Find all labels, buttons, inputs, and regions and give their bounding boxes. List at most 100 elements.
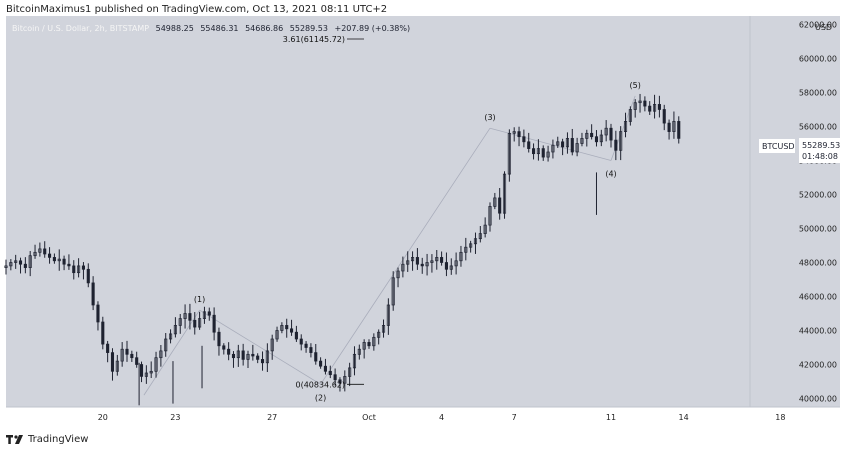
y-tick-label: 58000.00 [799,89,837,98]
candle-body [430,260,434,263]
y-tick-label: 56000.00 [799,123,837,132]
candle-body [498,197,502,214]
candle-body [110,352,115,372]
candle-body [464,246,468,253]
candle-body [372,336,376,347]
footer-brand[interactable]: TradingView [28,433,89,445]
candle-body [159,350,163,359]
x-tick-label: 14 [679,413,689,422]
candle-body [459,251,463,262]
y-tick-label: 40000.00 [799,395,837,404]
candle-body [101,321,105,345]
candle-body [222,345,226,350]
candle-body [328,370,332,376]
candle-body [67,263,71,267]
candle-body [309,347,313,353]
candle-body [294,331,298,340]
candle-body [9,262,13,267]
y-tick-label: 42000.00 [799,361,837,370]
wave-label: (1) [194,295,205,304]
candle-body [256,355,260,360]
candle-body [275,330,279,340]
ohlc-high: 55486.31 [200,24,239,33]
candle-body [212,314,216,333]
candle-body [551,144,555,153]
candle-body [106,343,110,353]
candle-body [381,325,386,333]
candle-body [590,132,594,138]
price-tag-ticker: BTCUSD [762,142,795,151]
candle-body [280,325,284,331]
wave-label: (5) [630,81,641,90]
candle-body [343,376,347,384]
x-tick-label: 4 [439,413,444,422]
candle-body [536,148,540,155]
ohlc-change: +207.89 (+0.38%) [334,24,411,33]
candle-body [227,348,231,355]
candle-body [348,367,352,377]
candle-body [406,260,410,265]
candle-body [449,265,453,270]
ohlc-open: 54988.25 [155,24,194,33]
y-tick-label: 50000.00 [799,225,837,234]
x-tick-label: 23 [170,413,180,422]
price-tag: BTCUSD 55289.53 01:48:08 [759,138,841,163]
candle-body [241,350,245,360]
candle-body [57,258,61,262]
candle-body [517,131,521,138]
candle-body [609,127,613,141]
candle-body [638,100,642,104]
candle-body [96,304,100,323]
candle-body [415,257,419,265]
plot-area [6,16,840,407]
candle-body [23,263,27,268]
candle-body [115,360,119,372]
candle-body [62,258,66,265]
candle-body [91,282,95,306]
symbol-name: Bitcoin / U.S. Dollar, 2h, BITSTAMP [12,24,150,33]
candle-body [81,265,85,270]
candle-body [144,372,148,377]
ohlc-close: 55289.53 [289,24,328,33]
candle-body [28,255,32,268]
y-tick-label: 48000.00 [799,259,837,268]
tradingview-logo-icon [6,435,23,444]
candle-body [556,141,560,146]
wave-label: (4) [605,170,616,179]
price-tag-price: 55289.53 [802,141,840,150]
candle-body [198,318,202,328]
candle-body [565,138,569,148]
candle-body [231,353,236,359]
currency-label: USD [815,23,832,32]
x-tick-label: 18 [775,413,785,422]
wave-label: (3) [484,113,495,122]
candle-body [164,338,168,352]
candle-body [217,331,221,347]
candle-body [532,148,536,155]
candle-body [546,151,550,158]
candle-body [18,260,23,265]
candle-body [319,360,323,367]
wave-segment [199,309,321,385]
candle-body [290,328,294,333]
candle-body [207,311,211,316]
price-tag-countdown: 01:48:08 [802,152,838,161]
fib-level-label: 3.61(61145.72) [283,35,345,44]
candle-body [604,127,608,136]
candle-body [154,357,158,372]
candles-group [4,93,681,406]
y-tick-label: 46000.00 [799,293,837,302]
candle-body [570,138,574,153]
candle-body [188,313,192,321]
x-tick-label: 27 [267,413,277,422]
candle-body [454,260,458,267]
x-tick-label: Oct [362,413,376,422]
candle-body [183,313,187,319]
candle-body [173,325,177,335]
candle-body [86,268,90,284]
wave-segment [320,127,491,385]
candle-body [285,325,289,330]
candle-body [657,104,661,110]
candle-body [251,353,255,357]
